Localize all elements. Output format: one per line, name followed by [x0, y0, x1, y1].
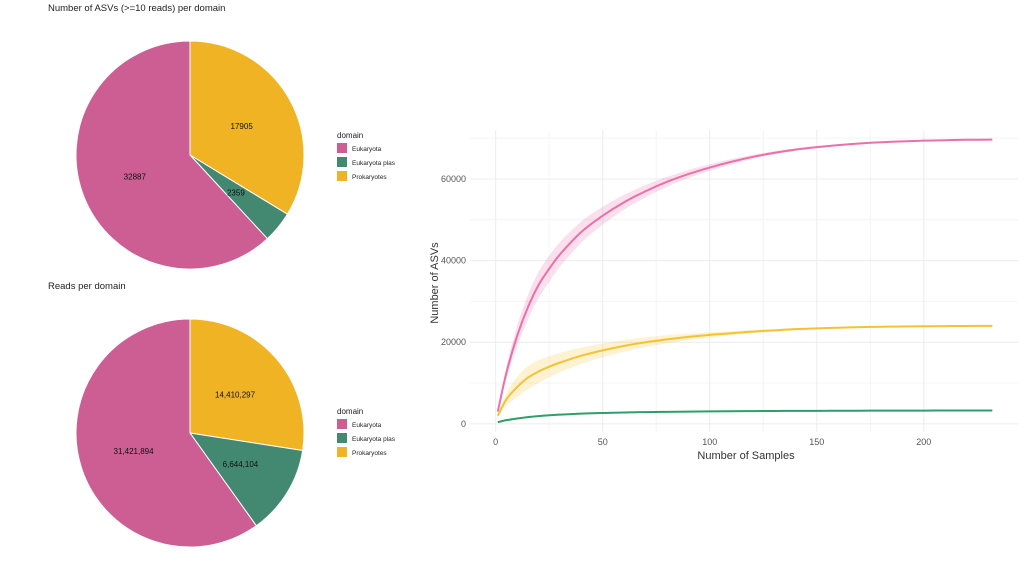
y-tick-20000: 20000: [441, 337, 466, 347]
pie1-legend-key-prokaryotes: [337, 171, 347, 181]
asv-pie-chart: Number of ASVs (>=10 reads) per domain 1…: [48, 3, 396, 270]
pie1-legend-key-eukaryota-plas: [337, 157, 347, 167]
pie1-label-prokaryotes: 17905: [231, 122, 254, 131]
pie1-title: Number of ASVs (>=10 reads) per domain: [48, 3, 225, 14]
pie2-slice-prokaryotes: [189, 318, 305, 452]
pie2-slice-eukaryota-plas: [188, 432, 304, 527]
x-tick-200: 200: [916, 437, 931, 447]
line-curve_eukaryota: [496, 138, 993, 412]
line-grid: [470, 130, 1018, 432]
pie2-slice-eukaryota: [75, 318, 257, 548]
pie2-legend-key-eukaryota: [337, 419, 347, 429]
x-tick-labels: 0 50 100 150 200: [493, 437, 931, 447]
pie1-legend-label-eukaryota: Eukaryota: [352, 146, 382, 153]
pie2-legend-label-eukaryota: Eukaryota: [352, 422, 382, 429]
pie1-slice-prokaryotes: [189, 40, 305, 215]
x-tick-150: 150: [809, 437, 824, 447]
pie1-slice-labels: 17905 2359 32887: [124, 122, 254, 198]
pie2-legend-label-eukaryota-plas: Eukaryota plas: [352, 436, 396, 443]
pie1-legend-key-eukaryota: [337, 143, 347, 153]
line-curve_prokaryotes: [496, 324, 993, 417]
y-tick-60000: 60000: [441, 174, 466, 184]
x-axis-title: Number of Samples: [697, 450, 795, 462]
pie2-legend-title: domain: [337, 407, 363, 416]
pie2-title: Reads per domain: [48, 281, 126, 292]
accumulation-curve-chart: 0 50 100 150 200 0 20000 40000 60000 Number of …: [429, 130, 1018, 462]
reads-pie-chart: Reads per domain 14,410,297 6,644,104 31,4…: [48, 281, 396, 548]
pie2-legend-label-prokaryotes: Prokaryotes: [352, 450, 387, 457]
band-curve_eukaryota: [497, 139, 993, 412]
x-tick-50: 50: [598, 437, 608, 447]
line-series: [496, 138, 993, 424]
pie1-legend-label-prokaryotes: Prokaryotes: [352, 174, 387, 181]
x-tick-100: 100: [702, 437, 717, 447]
pie1-legend: domain Eukaryota Eukaryota plas Prokaryote…: [337, 131, 396, 181]
pie2-legend-key-eukaryota-plas: [337, 433, 347, 443]
band-curve_prokaryotes: [497, 325, 993, 416]
pie2-legend: domain Eukaryota Eukaryota plas Prokaryote…: [337, 407, 396, 457]
pie1-label-eukaryota: 32887: [124, 173, 147, 182]
pie2-label-eukaryota: 31,421,894: [114, 447, 155, 456]
y-axis-title: Number of ASVs: [429, 242, 441, 324]
y-tick-40000: 40000: [441, 256, 466, 266]
pie2-label-prokaryotes: 14,410,297: [215, 390, 256, 399]
line-confidence-bands: [497, 139, 993, 423]
pie1-legend-label-eukaryota-plas: Eukaryota plas: [352, 160, 396, 167]
pie1-slices: [75, 40, 305, 270]
y-tick-labels: 0 20000 40000 60000: [441, 174, 466, 429]
line-curve_eukaryota_plas: [497, 409, 993, 424]
pie2-legend-key-prokaryotes: [337, 447, 347, 457]
pie2-label-eukaryota-plas: 6,644,104: [223, 460, 259, 469]
y-tick-0: 0: [461, 419, 466, 429]
x-tick-0: 0: [493, 437, 498, 447]
band-curve_eukaryota_plas: [497, 410, 993, 423]
pie2-slices: [75, 318, 305, 548]
pie1-label-eukaryota-plas: 2359: [227, 189, 245, 198]
pie1-slice-eukaryota: [75, 40, 269, 270]
pie1-legend-title: domain: [337, 131, 363, 140]
pie2-slice-labels: 14,410,297 6,644,104 31,421,894: [114, 390, 259, 469]
